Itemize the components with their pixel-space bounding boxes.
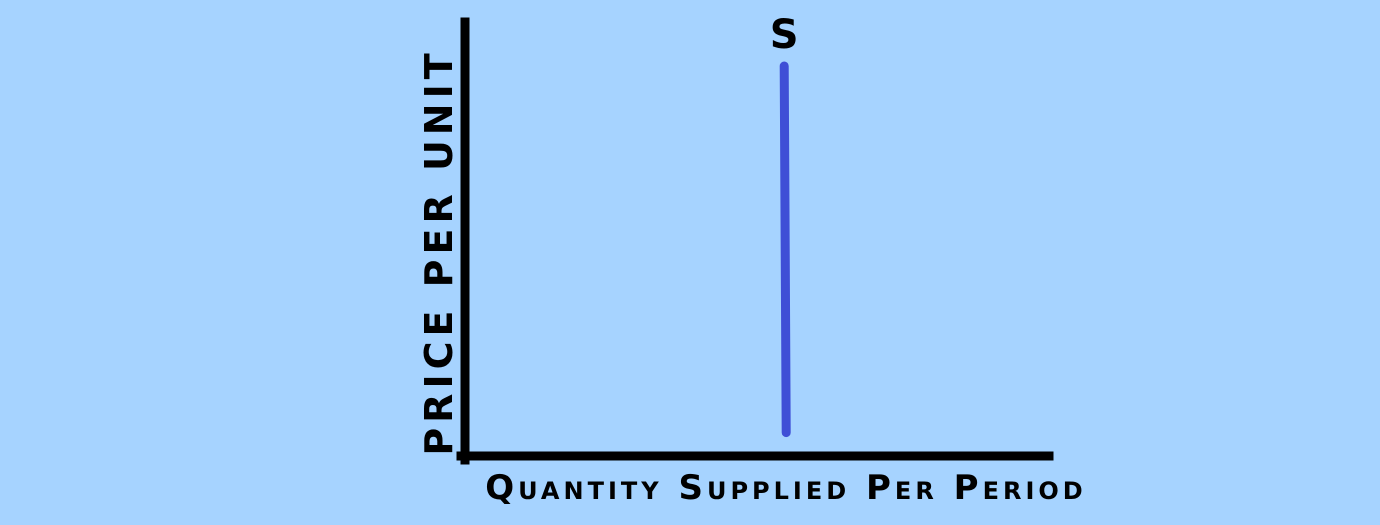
x-axis-label: Quantity Supplied Per Period bbox=[485, 468, 1086, 508]
series-layer: S bbox=[770, 12, 799, 438]
supply-curve-label: S bbox=[770, 12, 799, 58]
supply-curve-line bbox=[779, 61, 791, 438]
y-axis-label: Price Per Unit bbox=[417, 48, 461, 455]
